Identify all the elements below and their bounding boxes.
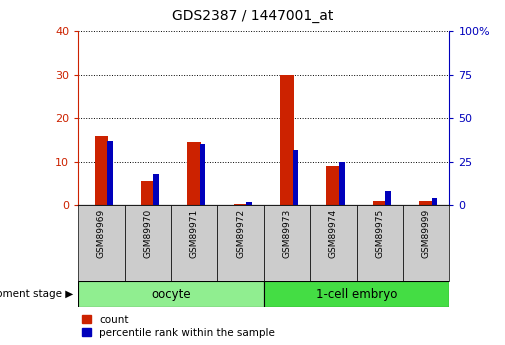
Text: GSM89971: GSM89971 [190,209,199,258]
Bar [280,75,294,205]
Bar [246,202,252,205]
Text: GSM89975: GSM89975 [375,209,384,258]
Text: GDS2387 / 1447001_at: GDS2387 / 1447001_at [172,9,333,23]
Bar [218,205,264,281]
Bar [141,181,155,205]
Bar [339,162,344,205]
Text: 1-cell embryo: 1-cell embryo [316,288,397,300]
Text: GSM89974: GSM89974 [329,209,338,258]
Bar [432,198,437,205]
Bar [264,205,310,281]
Text: GSM89999: GSM89999 [422,209,431,258]
Bar [327,166,340,205]
Bar [357,205,403,281]
Legend: count, percentile rank within the sample: count, percentile rank within the sample [78,310,279,342]
Text: oocyte: oocyte [152,288,191,300]
Bar [187,142,201,205]
Bar [419,201,433,205]
Bar [200,144,206,205]
Text: GSM89970: GSM89970 [143,209,153,258]
Bar [78,281,264,307]
Bar [125,205,171,281]
Bar [292,149,298,205]
Bar [94,136,109,205]
Bar [385,191,391,205]
Bar [373,201,387,205]
Bar [107,141,113,205]
Bar [310,205,357,281]
Bar [264,281,449,307]
Bar [171,205,218,281]
Text: development stage ▶: development stage ▶ [0,289,73,299]
Bar [154,174,159,205]
Bar [403,205,449,281]
Text: GSM89969: GSM89969 [97,209,106,258]
Text: GSM89972: GSM89972 [236,209,245,258]
Bar [78,205,125,281]
Text: GSM89973: GSM89973 [283,209,291,258]
Bar [234,204,247,205]
